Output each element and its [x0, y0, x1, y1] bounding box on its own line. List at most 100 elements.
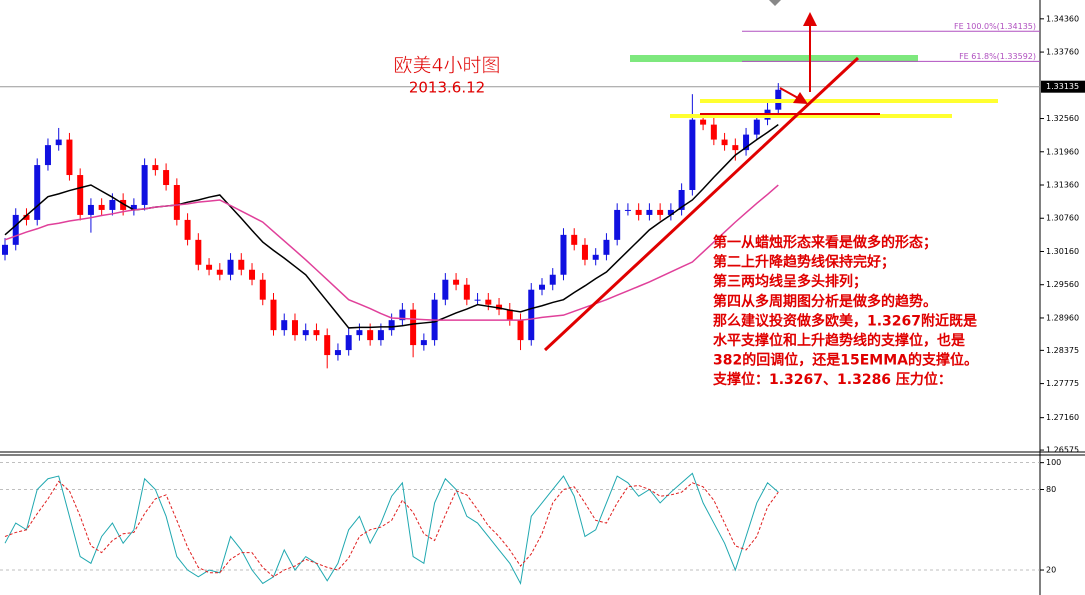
- analysis-note: 382的回调位，还是15EMMA的支撑位。: [713, 352, 978, 369]
- candle-body: [657, 209, 664, 215]
- y-tick-label: 1.32560: [1046, 114, 1079, 123]
- candle-body: [345, 335, 352, 351]
- candle-body: [34, 165, 41, 220]
- fib-label: FE 100.0%(1.34135): [954, 22, 1036, 31]
- candle-body: [291, 320, 298, 336]
- candle-body: [603, 239, 610, 255]
- candle-body: [614, 209, 621, 240]
- candle-body: [109, 199, 116, 210]
- candle-body: [216, 269, 223, 275]
- analysis-note: 第一从蜡烛形态来看是做多的形态；: [713, 234, 937, 251]
- candle-body: [44, 145, 51, 166]
- candle-body: [689, 119, 696, 190]
- y-tick-label: 1.28960: [1046, 313, 1079, 322]
- candle-body: [12, 214, 19, 245]
- arrow: [779, 87, 799, 99]
- candle-body: [270, 299, 277, 331]
- candle-body: [581, 244, 588, 260]
- fib-label: FE 61.8%(1.33592): [959, 52, 1036, 61]
- resistance-zone: [630, 55, 918, 62]
- candle-body: [324, 335, 331, 356]
- analysis-note: 水平支撑位和上升趋势线的支撑位，也是: [713, 332, 966, 349]
- candle-body: [678, 189, 685, 210]
- trend-line: [543, 56, 860, 352]
- candle-body: [517, 320, 524, 341]
- candle-body: [195, 239, 202, 265]
- current-price-label: 1.33135: [1046, 82, 1079, 91]
- candle-body: [635, 209, 642, 215]
- candle-body: [334, 350, 341, 356]
- candle-body: [120, 199, 127, 210]
- candle-body: [206, 264, 213, 270]
- analysis-note: 那么建议投资做多欧美，1.3267附近既是: [713, 312, 978, 329]
- candle-body: [528, 289, 535, 341]
- candle-body: [367, 330, 374, 341]
- price-plot: [0, 30, 1040, 369]
- candle-body: [496, 304, 503, 310]
- y-tick-label: 100: [1046, 458, 1061, 467]
- candle-body: [356, 330, 363, 336]
- y-tick-label: 1.28375: [1046, 346, 1079, 355]
- candle-body: [249, 269, 256, 280]
- candle-body: [55, 139, 62, 146]
- analysis-note: 第三两均线呈多头排列；: [713, 273, 867, 290]
- candle-body: [313, 330, 320, 336]
- chart-title: 欧美4小时图: [393, 55, 500, 77]
- y-tick-label: 1.31360: [1046, 181, 1079, 190]
- candle-body: [377, 330, 384, 341]
- candle-body: [410, 309, 417, 346]
- candle-body: [743, 134, 750, 151]
- candle-body: [23, 214, 30, 220]
- y-tick-label: 1.31960: [1046, 147, 1079, 156]
- candle-body: [700, 119, 707, 125]
- candle-body: [141, 165, 148, 205]
- y-tick-label: 1.33760: [1046, 48, 1079, 57]
- y-tick-label: 1.27160: [1046, 413, 1079, 422]
- candle-body: [87, 204, 94, 215]
- candle-body: [163, 170, 170, 186]
- chart-subtitle: 2013.6.12: [409, 79, 485, 97]
- candle-body: [173, 185, 180, 220]
- candle-body: [453, 279, 460, 285]
- candle-body: [549, 274, 556, 285]
- analysis-note: 第四从多周期图分析是做多的趋势。: [713, 293, 937, 310]
- candle-body: [539, 284, 545, 290]
- candle-body: [624, 209, 631, 211]
- arrow-head: [803, 12, 817, 26]
- candle-body: [98, 204, 105, 210]
- analysis-note: 支撑位：1.3267、1.3286 压力位：: [712, 371, 952, 388]
- candle-body: [571, 234, 578, 245]
- candle-body: [302, 330, 309, 336]
- candle-body: [2, 244, 8, 255]
- candle-body: [592, 254, 599, 260]
- candle-body: [506, 309, 513, 321]
- candle-body: [420, 340, 427, 346]
- annotations: [543, 12, 998, 352]
- y-tick-label: 1.30760: [1046, 214, 1079, 223]
- y-tick-label: 1.30160: [1046, 247, 1079, 256]
- candle-body: [399, 309, 406, 321]
- y-tick-label: 20: [1046, 566, 1056, 575]
- candle-body: [667, 209, 674, 215]
- candle-body: [485, 299, 492, 305]
- marker-triangle: [769, 0, 781, 6]
- candle-body: [753, 119, 760, 135]
- oscillator-line: [4, 480, 779, 578]
- candle-body: [388, 320, 395, 331]
- candle-body: [238, 259, 245, 270]
- candle-body: [130, 204, 137, 210]
- y-tick-label: 1.29560: [1046, 280, 1079, 289]
- candle-body: [442, 279, 449, 300]
- y-tick-label: 80: [1046, 485, 1056, 494]
- candle-body: [227, 259, 234, 275]
- candle-body: [77, 175, 84, 215]
- candle-body: [281, 320, 288, 331]
- y-tick-label: 1.26575: [1046, 446, 1079, 455]
- candle-body: [560, 234, 567, 275]
- candle-body: [646, 209, 653, 215]
- candle-body: [152, 165, 159, 171]
- candle-body: [474, 299, 481, 301]
- arrow-head: [793, 92, 808, 104]
- current-price-box: [1041, 80, 1085, 93]
